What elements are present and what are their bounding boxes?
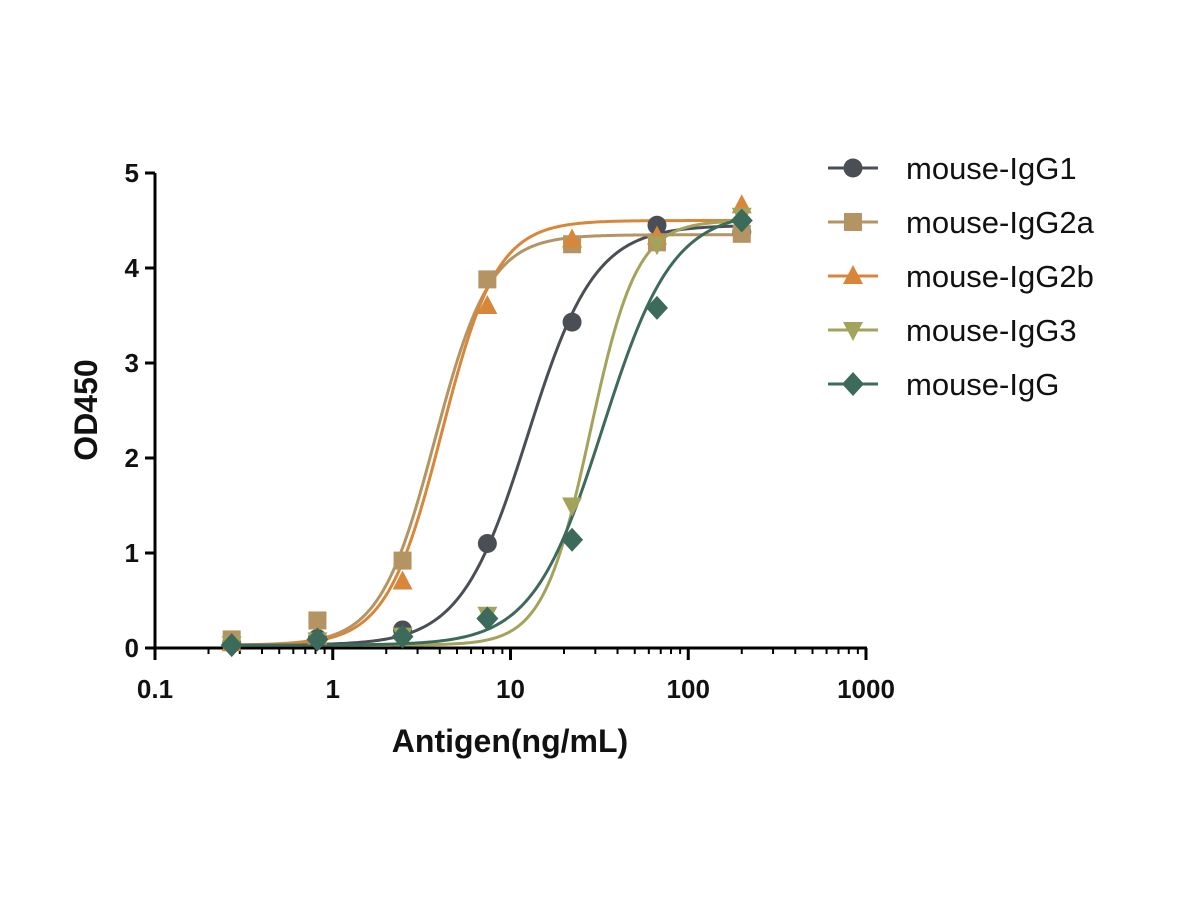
- legend-item: mouse-IgG2a: [828, 205, 1095, 240]
- data-point-mouse-IgG: [306, 627, 329, 652]
- legend-label: mouse-IgG2a: [906, 205, 1095, 240]
- legend-label: mouse-IgG2b: [906, 259, 1094, 294]
- data-point-mouse-IgG2a: [732, 224, 751, 243]
- data-point-mouse-IgG2b: [562, 228, 583, 248]
- legend-marker: [842, 372, 864, 396]
- data-point-mouse-IgG1: [562, 312, 582, 332]
- data-point-mouse-IgG: [476, 606, 499, 631]
- y-axis-title: OD450: [68, 359, 104, 460]
- legend-label: mouse-IgG3: [906, 313, 1077, 348]
- data-point-mouse-IgG2b: [392, 570, 413, 590]
- legend-marker: [844, 213, 862, 231]
- y-tick-label: 4: [125, 253, 140, 283]
- x-tick-label: 100: [667, 674, 710, 704]
- data-point-mouse-IgG: [730, 208, 753, 233]
- data-point-mouse-IgG3: [562, 497, 583, 517]
- x-axis-title: Antigen(ng/mL): [392, 723, 628, 759]
- y-tick-label: 1: [125, 538, 139, 568]
- y-tick-label: 5: [125, 158, 139, 188]
- y-tick-label: 2: [125, 443, 139, 473]
- data-point-mouse-IgG2a: [308, 611, 327, 630]
- legend-marker: [843, 265, 863, 284]
- legend-item: mouse-IgG3: [828, 313, 1077, 348]
- legend-label: mouse-IgG1: [906, 151, 1077, 186]
- axes: 0 1 2 3 4 5 0.1 1 10 100 1000: [125, 158, 895, 704]
- y-tick-label: 0: [125, 633, 139, 663]
- legend-marker: [843, 322, 863, 341]
- data-point-mouse-IgG: [391, 624, 414, 649]
- legend-item: mouse-IgG: [828, 367, 1059, 402]
- data-points: [220, 194, 753, 658]
- data-point-mouse-IgG2a: [478, 270, 497, 289]
- x-tick-label: 1: [326, 674, 340, 704]
- data-point-mouse-IgG1: [477, 534, 497, 553]
- legend-label: mouse-IgG: [906, 367, 1059, 402]
- fit-curve-mouse-IgG1: [225, 224, 742, 647]
- legend-item: mouse-IgG1: [828, 151, 1077, 186]
- data-point-mouse-IgG3: [646, 236, 667, 256]
- y-tick-label: 3: [125, 348, 139, 378]
- data-point-mouse-IgG2a: [393, 551, 412, 570]
- x-tick-label: 1000: [837, 674, 895, 704]
- data-point-mouse-IgG: [220, 633, 243, 658]
- data-point-mouse-IgG1: [647, 215, 667, 235]
- legend-marker: [843, 158, 863, 178]
- data-point-mouse-IgG: [561, 527, 584, 552]
- data-point-mouse-IgG: [645, 295, 668, 320]
- data-point-mouse-IgG2b: [477, 295, 498, 314]
- x-tick-label: 0.1: [137, 674, 173, 704]
- legend: mouse-IgG1 mouse-IgG2a mouse-IgG2b mouse-Ig…: [828, 151, 1095, 402]
- legend-item: mouse-IgG2b: [828, 259, 1094, 294]
- x-tick-label: 10: [496, 674, 525, 704]
